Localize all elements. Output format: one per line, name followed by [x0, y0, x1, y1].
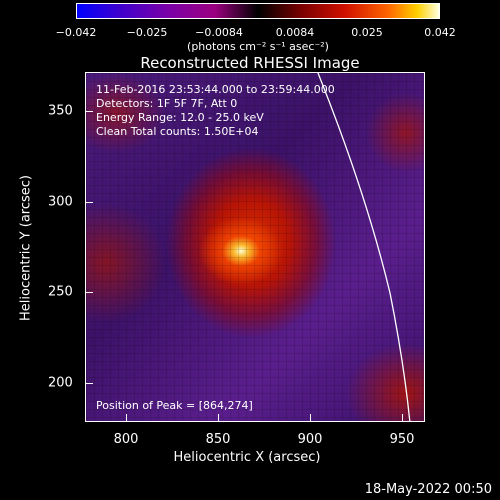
generation-date: 18-May-2022 00:50: [364, 482, 492, 497]
colorbar-units: (photons cm⁻² s⁻¹ asec⁻²): [187, 40, 329, 53]
x-tick-mark: [310, 414, 311, 422]
image-title: Reconstructed RHESSI Image: [140, 54, 360, 72]
info-energy-range: Energy Range: 12.0 - 25.0 keV: [96, 111, 264, 124]
y-tick-mark: [85, 292, 93, 293]
colorbar-tick-label: −0.025: [126, 26, 168, 39]
x-tick-label: 900: [297, 432, 323, 447]
x-tick-mark: [218, 414, 219, 422]
colorbar-tick-label: −0.0084: [195, 26, 243, 39]
y-tick-label: 200: [48, 375, 73, 391]
y-tick-mark: [85, 202, 93, 203]
info-peak-position: Position of Peak = [864,274]: [96, 399, 253, 412]
colorbar-tick-label: 0.025: [351, 26, 383, 39]
y-axis-label: Heliocentric Y (arcsec): [18, 175, 34, 321]
info-time-range: 11-Feb-2016 23:53:44.000 to 23:59:44.000: [96, 83, 335, 96]
y-tick-mark: [85, 111, 93, 112]
x-tick-label: 950: [389, 432, 415, 447]
colorbar-tick-label: −0.042: [55, 26, 97, 39]
colorbar-tick-label: 0.0084: [275, 26, 315, 39]
x-tick-label: 850: [205, 432, 231, 447]
colorbar-tick-label: 0.042: [424, 26, 456, 39]
colorbar: [76, 3, 440, 19]
info-detectors: Detectors: 1F 5F 7F, Att 0: [96, 97, 238, 110]
y-tick-label: 250: [48, 284, 73, 300]
x-tick-label: 800: [113, 432, 139, 447]
x-tick-mark: [126, 414, 127, 422]
pixel-grid: [86, 73, 424, 421]
y-tick-label: 300: [48, 194, 73, 210]
info-clean: Clean Total counts: 1.50E+04: [96, 125, 259, 138]
y-tick-label: 350: [48, 103, 73, 119]
x-tick-mark: [402, 414, 403, 422]
rhessi-image: 11-Feb-2016 23:53:44.000 to 23:59:44.000…: [85, 72, 425, 422]
x-axis-label: Heliocentric X (arcsec): [173, 450, 321, 465]
y-tick-mark: [85, 383, 93, 384]
solar-limb: [317, 73, 411, 421]
